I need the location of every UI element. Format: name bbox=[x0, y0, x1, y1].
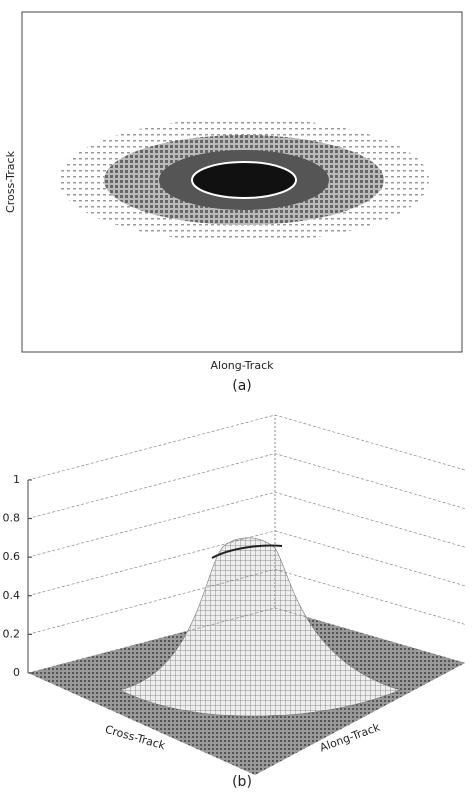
grid-line bbox=[27, 569, 466, 635]
grid-line bbox=[27, 414, 466, 481]
panel-b: Cross-Track Along-Track (b) 00.20.40.60.… bbox=[3, 414, 466, 790]
peak-surface bbox=[119, 537, 401, 717]
y-axis-label: Cross-Track bbox=[4, 150, 17, 213]
z-tick-label: 1 bbox=[13, 473, 20, 486]
z-tick-label: 0 bbox=[13, 666, 20, 679]
z-tick-label: 0.4 bbox=[3, 589, 21, 602]
half-power-ellipse bbox=[191, 161, 297, 199]
z-tick-label: 0.2 bbox=[3, 627, 21, 640]
grid-line bbox=[27, 607, 466, 674]
grid-line bbox=[27, 530, 466, 597]
panel-a: Along-Track Cross-Track (a) bbox=[4, 11, 463, 394]
caption: (b) bbox=[232, 774, 252, 790]
half-power-contour bbox=[211, 544, 283, 559]
grid-line bbox=[27, 491, 466, 558]
z-tick-label: 0.8 bbox=[3, 512, 21, 525]
caption: (a) bbox=[232, 378, 252, 394]
z-tick-label: 0.6 bbox=[3, 550, 21, 563]
x-axis-label: Along-Track bbox=[210, 359, 274, 372]
grid-line bbox=[27, 453, 466, 519]
